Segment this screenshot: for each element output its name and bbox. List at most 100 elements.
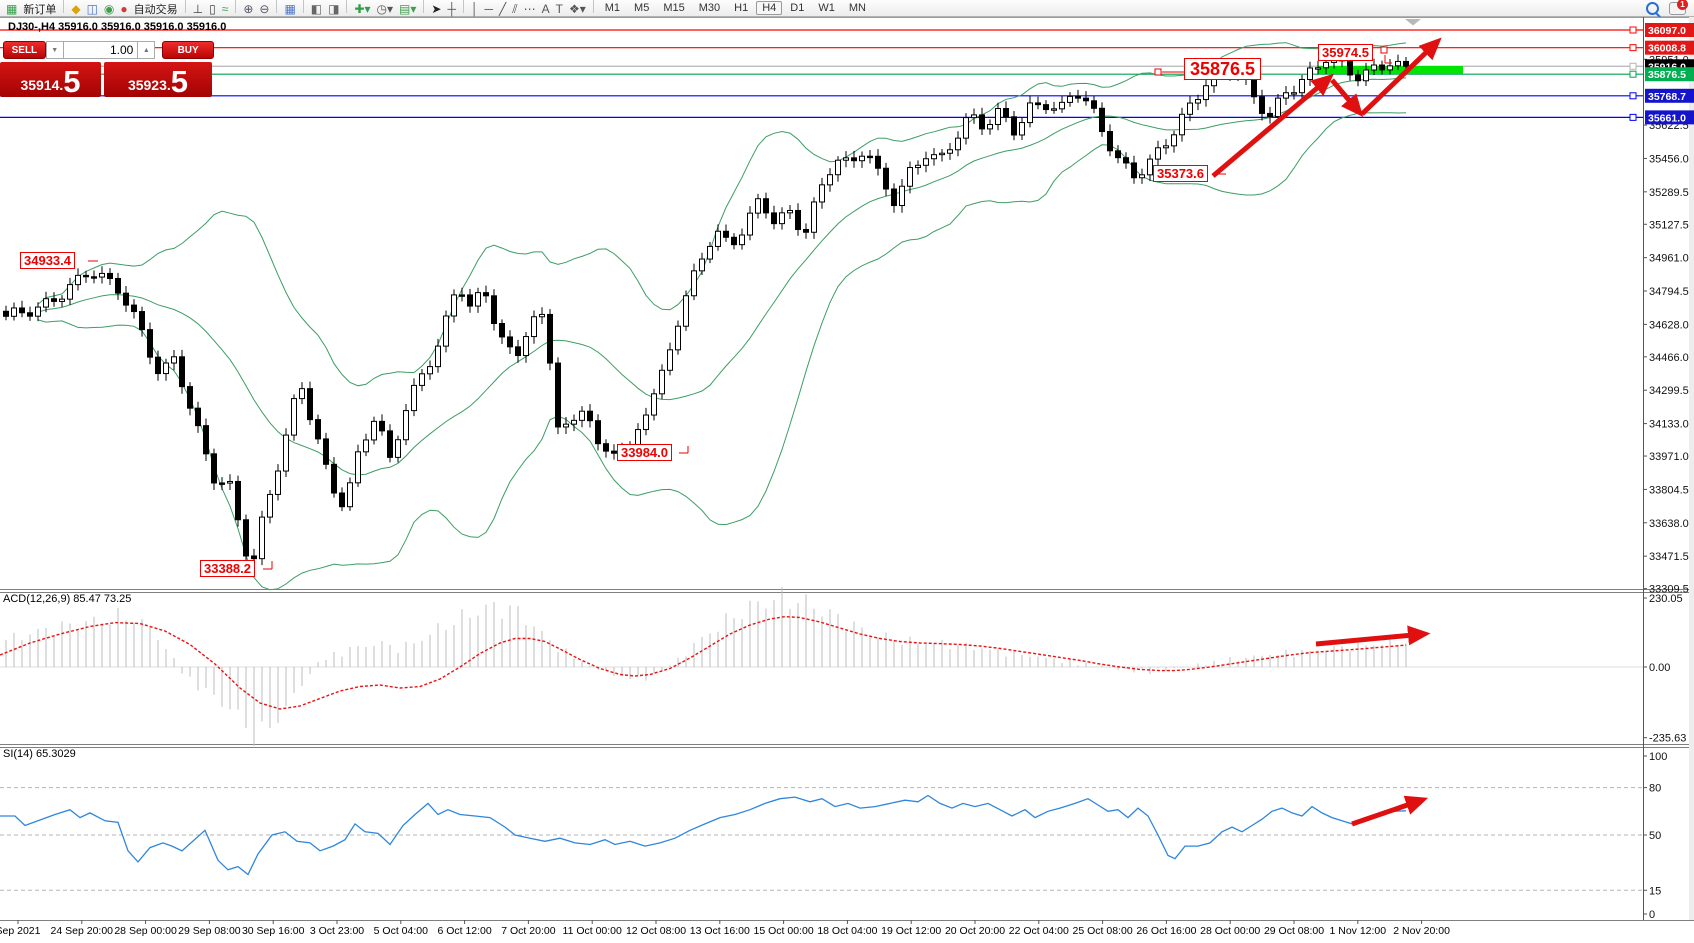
price-annotation-33984.0[interactable]: 33984.0 <box>617 444 672 461</box>
timeframe-h4[interactable]: H4 <box>756 1 783 15</box>
svg-text:-235.63: -235.63 <box>1649 733 1686 745</box>
toolbar-separator <box>235 0 237 13</box>
auto-trading-label[interactable]: 自动交易 <box>133 3 178 16</box>
templates-icon[interactable]: ▤▾ <box>399 1 417 16</box>
chat-icon[interactable]: 1 <box>1669 0 1688 15</box>
svg-text:100: 100 <box>1649 751 1667 763</box>
zoom-out-icon[interactable]: ⊖ <box>259 1 270 16</box>
search-icon[interactable] <box>1646 1 1659 15</box>
timeframe-d1[interactable]: D1 <box>790 2 805 14</box>
auto-scroll-icon[interactable]: ◧ <box>310 1 323 16</box>
timeframe-m1[interactable]: M1 <box>604 2 621 14</box>
svg-text:19 Oct 12:00: 19 Oct 12:00 <box>881 925 941 937</box>
svg-text:35876.5: 35876.5 <box>1648 69 1686 81</box>
buy-button[interactable]: BUY <box>162 41 214 59</box>
price-annotation-35876.5[interactable]: 35876.5 <box>1184 58 1262 80</box>
timeframe-m30[interactable]: M30 <box>698 2 721 14</box>
bar-chart-mode-icon[interactable]: ⊥ <box>192 1 204 16</box>
trend-arrow-macd[interactable] <box>1315 625 1431 647</box>
scroll-end-marker[interactable] <box>1405 19 1421 26</box>
timeframe-m15[interactable]: M15 <box>663 2 685 14</box>
svg-text:0: 0 <box>1649 909 1655 921</box>
text-label-icon[interactable]: T <box>555 1 563 16</box>
horizontal-line-icon[interactable]: ─ <box>484 1 494 16</box>
cursor-icon[interactable]: ➤ <box>431 1 442 16</box>
period-dropdown-icon[interactable]: ◷▾ <box>376 1 394 16</box>
volume-decrease-button[interactable]: ▼ <box>45 41 64 59</box>
svg-text:11 Oct 00:00: 11 Oct 00:00 <box>563 925 623 937</box>
vertical-line-icon[interactable]: │ <box>471 1 479 16</box>
new-order-label[interactable]: 新订单 <box>23 3 57 16</box>
arrows-icon[interactable]: ❖▾ <box>568 1 586 16</box>
svg-text:30 Sep 16:00: 30 Sep 16:00 <box>242 925 305 937</box>
price-annotation-35974.5[interactable]: 35974.5 <box>1318 44 1373 61</box>
timeframe-h1[interactable]: H1 <box>734 2 749 14</box>
line-chart-mode-icon[interactable]: ≈ <box>221 1 229 16</box>
rsi-indicator-label: SI(14) 65.3029 <box>3 748 76 760</box>
buy-price[interactable]: 35923. 5 <box>104 62 212 97</box>
toolbar-separator <box>63 0 65 13</box>
timeframe-m5[interactable]: M5 <box>634 2 650 14</box>
autotrading-icon[interactable]: ● <box>120 1 128 16</box>
toolbar-separator <box>184 0 186 13</box>
sell-button[interactable]: SELL <box>3 41 46 59</box>
toolbar-separator <box>423 0 425 13</box>
svg-text:33971.0: 33971.0 <box>1649 451 1689 463</box>
svg-text:29 Sep 08:00: 29 Sep 08:00 <box>178 925 241 937</box>
buy-price-pips: 5 <box>170 64 189 99</box>
chart-shift-icon[interactable]: ◨ <box>328 1 340 16</box>
price-badge-36097.0 <box>1645 23 1694 37</box>
timeframe-mn[interactable]: MN <box>848 2 866 14</box>
price-badge-35768.7 <box>1645 88 1694 103</box>
svg-text:33471.5: 33471.5 <box>1649 551 1689 563</box>
history-center-icon[interactable]: ◆ <box>71 1 81 16</box>
bollinger-bands <box>37 42 1407 591</box>
svg-text:25 Oct 08:00: 25 Oct 08:00 <box>1073 925 1133 937</box>
rsi-line <box>0 794 1407 876</box>
price-badge-35661.0 <box>1645 110 1694 125</box>
text-icon[interactable]: A <box>541 1 550 16</box>
zoom-in-icon[interactable]: ⊕ <box>243 1 254 16</box>
svg-text:Sep 2021: Sep 2021 <box>0 925 41 937</box>
fibonacci-icon[interactable]: ⋯ <box>523 1 536 16</box>
price-annotation-34933.4[interactable]: 34933.4 <box>20 252 75 269</box>
volume-increase-button[interactable]: ▲ <box>137 41 156 59</box>
candles-layer <box>3 47 1409 566</box>
one-click-trading-panel: SELL ▼ 1.00 ▲ BUY 35914. 5 35923. 5 <box>0 41 214 97</box>
svg-text:33804.5: 33804.5 <box>1649 484 1689 496</box>
svg-text:36008.8: 36008.8 <box>1648 43 1686 55</box>
candle-chart-mode-icon[interactable]: ▯ <box>209 1 216 16</box>
trend-arrow-main[interactable] <box>1330 78 1364 117</box>
trend-arrow-main[interactable] <box>1360 37 1442 116</box>
market-watch-icon[interactable]: ◫ <box>86 1 98 16</box>
tile-windows-icon[interactable]: ▦ <box>284 1 296 16</box>
trend-arrow-rsi[interactable] <box>1351 795 1429 827</box>
signals-icon[interactable]: ◉ <box>103 1 115 16</box>
toolbar-separator <box>302 0 304 13</box>
trendline-icon[interactable]: ╱ <box>499 1 507 16</box>
volume-input[interactable]: 1.00 <box>63 41 138 59</box>
price-annotation-33388.2[interactable]: 33388.2 <box>200 560 255 577</box>
new-order-icon[interactable]: ▦ <box>6 1 18 16</box>
svg-text:28 Oct 00:00: 28 Oct 00:00 <box>1200 925 1260 937</box>
svg-text:7 Oct 20:00: 7 Oct 20:00 <box>501 925 555 937</box>
svg-text:22 Oct 04:00: 22 Oct 04:00 <box>1009 925 1069 937</box>
add-indicator-icon[interactable]: ✚▾ <box>354 1 371 16</box>
timeframe-w1[interactable]: W1 <box>818 2 835 14</box>
toolbar-separator <box>276 0 278 13</box>
sell-price[interactable]: 35914. 5 <box>0 62 101 97</box>
svg-text:34794.5: 34794.5 <box>1649 286 1689 298</box>
svg-text:20 Oct 20:00: 20 Oct 20:00 <box>945 925 1005 937</box>
svg-text:34466.0: 34466.0 <box>1649 352 1689 364</box>
trend-arrow-main[interactable] <box>1211 73 1334 178</box>
crosshair-icon[interactable]: ┼ <box>447 1 456 16</box>
svg-text:35127.5: 35127.5 <box>1649 219 1689 231</box>
svg-text:35289.5: 35289.5 <box>1649 187 1689 199</box>
price-badge-35876.5 <box>1645 67 1694 82</box>
price-annotation-35373.6[interactable]: 35373.6 <box>1153 165 1208 182</box>
svg-text:2 Nov 20:00: 2 Nov 20:00 <box>1393 925 1450 937</box>
svg-text:13 Oct 16:00: 13 Oct 16:00 <box>690 925 750 937</box>
svg-text:6 Oct 12:00: 6 Oct 12:00 <box>437 925 491 937</box>
price-chart-canvas[interactable]: 35951.035622.535456.035289.535127.534961… <box>0 17 1694 938</box>
equidistant-channel-icon[interactable]: ⫽ <box>512 1 518 16</box>
